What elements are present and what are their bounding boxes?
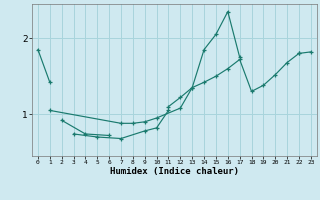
X-axis label: Humidex (Indice chaleur): Humidex (Indice chaleur) bbox=[110, 167, 239, 176]
